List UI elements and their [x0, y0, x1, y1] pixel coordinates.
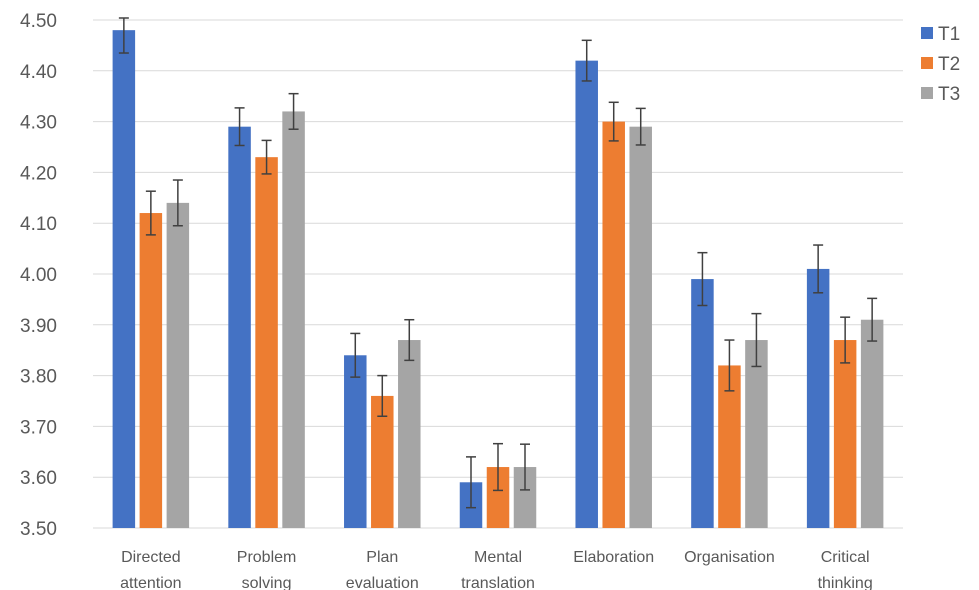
y-tick-label: 3.90	[20, 316, 57, 337]
error-bar-t2	[377, 374, 388, 417]
y-tick-label: 3.60	[20, 468, 57, 489]
error-bar-t2	[493, 442, 503, 492]
error-bar-t1	[697, 251, 708, 307]
y-tick-label: 4.20	[20, 163, 57, 184]
error-bar-t1	[466, 456, 476, 509]
legend-item-t3: T3	[921, 84, 960, 105]
legend-item-t1: T1	[921, 24, 960, 45]
legend-swatch	[921, 87, 933, 99]
error-bar-t2	[261, 139, 272, 175]
error-bar-t2	[840, 316, 851, 364]
error-bar-t1	[813, 244, 824, 294]
legend-label: T1	[938, 24, 960, 45]
x-category-label: Plan evaluation	[346, 549, 419, 590]
y-tick-label: 4.50	[20, 11, 57, 32]
bar-t2	[602, 121, 625, 528]
bar-t2	[371, 395, 394, 528]
bar-t1	[344, 355, 367, 528]
x-category-label: Directed attention	[120, 549, 181, 590]
y-tick-label: 3.70	[20, 417, 57, 438]
bar-t2	[139, 213, 163, 529]
error-bar-t2	[724, 339, 735, 392]
bar-t1	[228, 126, 251, 529]
x-axis-category-labels: Directed attention Problem solving Plan evalu…	[120, 549, 873, 590]
x-category-label: Critical thinking	[818, 549, 873, 590]
error-bar-t3	[172, 179, 183, 227]
error-bar-t2	[608, 101, 619, 142]
error-bars	[118, 17, 878, 509]
x-category-label: Elaboration	[573, 549, 654, 566]
error-bar-t3	[520, 443, 530, 491]
y-tick-label: 4.10	[20, 214, 57, 235]
error-bar-t3	[751, 312, 762, 368]
bar-t3	[629, 126, 652, 529]
bar-t1	[691, 279, 714, 528]
bars	[112, 30, 884, 529]
x-category-label: Mental translation	[461, 549, 535, 590]
legend: T1 T2 T3	[921, 24, 960, 105]
bar-t3	[745, 340, 768, 528]
bar-t2	[255, 157, 278, 528]
bar-t1	[806, 268, 830, 528]
error-bar-t3	[867, 297, 878, 342]
legend-label: T3	[938, 84, 960, 105]
legend-swatch	[921, 57, 933, 69]
x-category-label: Problem solving	[237, 549, 297, 590]
y-tick-label: 3.80	[20, 367, 57, 388]
bar-t2	[718, 365, 741, 528]
gridlines	[93, 19, 903, 529]
error-bar-t1	[581, 39, 592, 82]
error-bar-t1	[350, 332, 361, 378]
legend-label: T2	[938, 54, 960, 75]
y-tick-label: 3.50	[20, 519, 57, 540]
x-category-label: Organisation	[684, 549, 775, 566]
bar-t2	[833, 340, 857, 528]
error-bar-t2	[145, 190, 156, 236]
bar-t3	[282, 111, 305, 528]
y-tick-label: 4.00	[20, 265, 57, 286]
y-axis-tick-labels: 3.50 3.60 3.70 3.80 3.90 4.00 4.10 4.20 4.30 4.40…	[20, 11, 57, 540]
bar-t1	[575, 60, 598, 528]
error-bar-t1	[118, 17, 129, 54]
bar-t3	[398, 340, 421, 528]
bar-t2	[486, 467, 510, 528]
error-bar-t3	[288, 92, 299, 130]
y-tick-label: 4.40	[20, 62, 57, 83]
bar-t3	[513, 467, 537, 528]
bar-t1	[112, 30, 136, 528]
bar-t3	[166, 202, 190, 528]
error-bar-t3	[635, 107, 646, 146]
y-tick-label: 4.30	[20, 113, 57, 134]
legend-swatch	[921, 27, 933, 39]
bar-t3	[860, 319, 884, 528]
error-bar-t1	[234, 107, 245, 147]
legend-item-t2: T2	[921, 54, 960, 75]
error-bar-t3	[404, 318, 415, 362]
